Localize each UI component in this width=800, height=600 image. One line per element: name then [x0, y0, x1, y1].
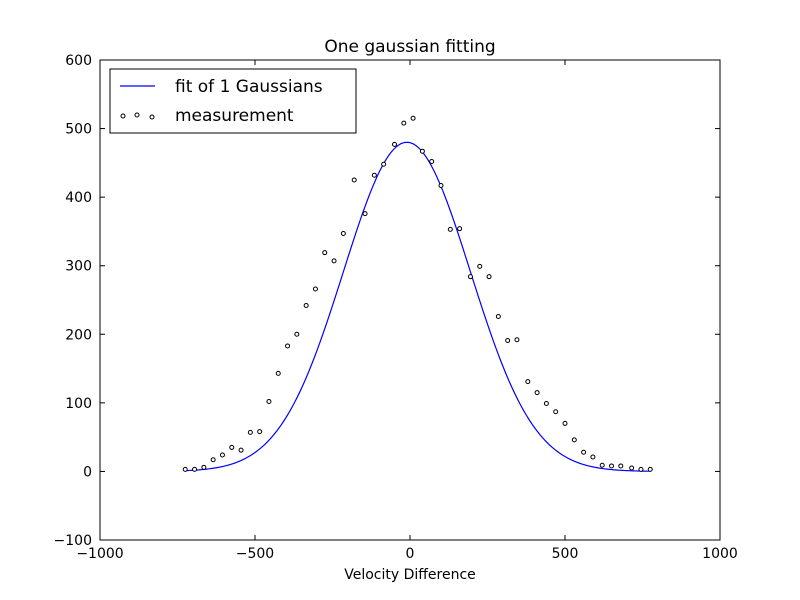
measurement-point: [429, 158, 435, 164]
measurement-point: [392, 141, 397, 147]
measurement-point: [638, 466, 644, 472]
measurement-point: [553, 409, 559, 415]
measurement-point: [210, 457, 216, 463]
legend-label-measurement: measurement: [175, 106, 294, 126]
measurement-point: [477, 263, 483, 269]
measurement-point: [467, 274, 473, 280]
measurement-point: [351, 177, 357, 183]
x-tick-label: 0: [406, 546, 415, 562]
legend-box: [109, 68, 357, 134]
measurement-point: [647, 466, 653, 472]
measurement-point: [534, 390, 540, 396]
legend-marker-swatch: [120, 113, 126, 119]
measurement-point: [581, 449, 587, 455]
measurement-point: [247, 429, 253, 435]
y-tick-label: 200: [65, 327, 92, 343]
measurement-point: [275, 370, 281, 376]
measurement-point: [266, 398, 272, 404]
legend: fit of 1 Gaussians measurement: [109, 68, 357, 134]
measurement-point: [201, 464, 207, 470]
measurement-point: [401, 120, 407, 126]
measurement-point: [505, 337, 511, 343]
y-tick-label: 100: [65, 396, 92, 412]
measurement-point: [447, 226, 453, 232]
measurement-point: [303, 302, 309, 308]
x-tick-label: −1000: [76, 546, 123, 562]
measurement-point: [294, 331, 300, 337]
measurement-point: [457, 226, 463, 232]
series-layer: [182, 115, 653, 472]
measurement-point: [609, 463, 614, 469]
legend-label-fit: fit of 1 Gaussians: [175, 77, 323, 97]
plot-area: [100, 60, 720, 540]
measurement-point: [371, 172, 377, 178]
measurement-point: [331, 258, 337, 264]
measurement-point: [495, 313, 501, 319]
x-tick-label: 500: [552, 546, 579, 562]
measurement-point: [182, 466, 188, 472]
measurement-point: [257, 429, 263, 435]
measurement-point: [419, 148, 425, 154]
x-tick-label: −500: [236, 546, 274, 562]
y-tick-label: −100: [54, 533, 92, 549]
y-tick-label: 500: [65, 122, 92, 138]
measurement-point: [590, 454, 596, 460]
measurement-point: [410, 115, 416, 121]
measurement-point: [229, 444, 235, 450]
chart-title: One gaussian fitting: [324, 37, 495, 57]
y-tick-label: 0: [83, 464, 92, 480]
measurement-point: [285, 343, 291, 349]
measurement-point: [322, 250, 328, 256]
legend-marker-swatch: [149, 114, 155, 120]
measurement-point: [238, 447, 244, 453]
x-axis-label: Velocity Difference: [344, 567, 476, 583]
measurement-point: [486, 274, 492, 280]
y-tick-label: 600: [65, 53, 92, 69]
measurement-point: [562, 420, 568, 426]
measurement-point: [381, 161, 387, 167]
x-tick-label: 1000: [702, 546, 738, 562]
measurement-point: [571, 437, 577, 443]
measurement-point: [438, 182, 444, 188]
measurement-point: [543, 401, 549, 407]
measurement-point: [599, 462, 605, 468]
measurement-point: [219, 452, 225, 458]
measurement-point: [525, 379, 531, 385]
measurement-point: [362, 211, 368, 217]
measurement-point: [340, 230, 346, 236]
fit-line: [185, 141, 651, 472]
measurement-point: [629, 465, 635, 471]
measurement-point: [192, 466, 198, 472]
measurement-point: [312, 286, 318, 292]
legend-marker-swatch: [134, 112, 140, 118]
y-tick-label: 400: [65, 190, 92, 206]
measurement-point: [618, 463, 624, 469]
y-tick-label: 300: [65, 259, 92, 275]
measurement-point: [514, 337, 520, 343]
